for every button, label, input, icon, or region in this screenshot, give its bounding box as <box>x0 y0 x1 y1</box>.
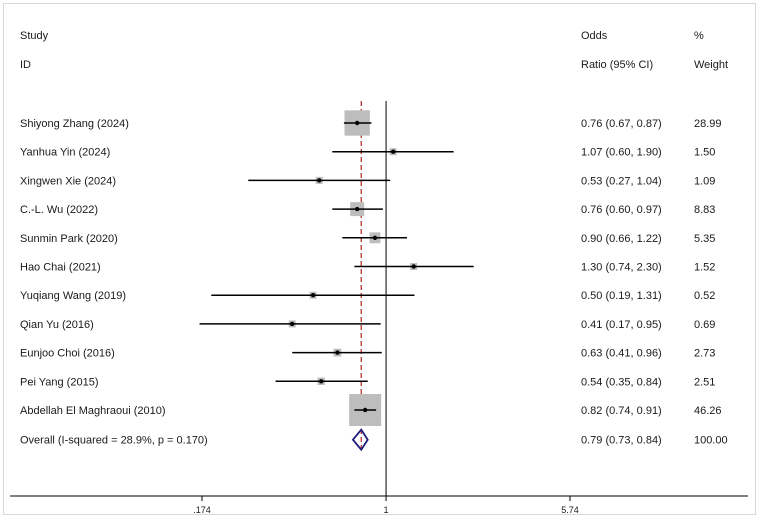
study-weight-text: 46.26 <box>694 405 722 417</box>
study-point <box>411 264 416 269</box>
study-ci-text: 1.30 (0.74, 2.30) <box>581 262 662 274</box>
study-point <box>354 206 360 212</box>
x-axis-tick-label: 5.74 <box>561 505 579 514</box>
study-point <box>354 120 360 126</box>
study-weight-text: 1.50 <box>694 147 715 159</box>
study-label: C.-L. Wu (2022) <box>20 204 98 216</box>
study-ci-text: 0.53 (0.27, 1.04) <box>581 175 662 187</box>
study-point <box>290 321 295 327</box>
overall-ci-text: 0.79 (0.73, 0.84) <box>581 435 662 447</box>
study-weight-text: 28.99 <box>694 118 722 130</box>
x-axis-tick-label: 1 <box>384 505 389 514</box>
study-point <box>317 178 322 183</box>
chart-frame: Study ID Odds Ratio (95% CI) % Weight Sh… <box>3 3 756 515</box>
x-axis-tick-label: .174 <box>193 505 211 514</box>
study-point <box>390 149 396 154</box>
study-ci-text: 1.07 (0.60, 1.90) <box>581 147 662 159</box>
study-label: Abdellah El Maghraoui (2010) <box>20 405 166 417</box>
study-point <box>335 350 340 355</box>
study-ci-text: 0.76 (0.60, 0.97) <box>581 204 662 216</box>
study-label: Yuqiang Wang (2019) <box>20 290 126 302</box>
study-ci-text: 0.82 (0.74, 0.91) <box>581 405 662 417</box>
header-id: ID <box>20 59 31 71</box>
study-label: Hao Chai (2021) <box>20 262 101 274</box>
study-label: Xingwen Xie (2024) <box>20 175 116 187</box>
study-point <box>372 235 378 240</box>
study-weight-text: 1.52 <box>694 262 715 274</box>
overall-weight-text: 100.00 <box>694 435 728 447</box>
study-weight-text: 2.51 <box>694 376 715 388</box>
forest-plot: Study ID Odds Ratio (95% CI) % Weight Sh… <box>10 30 748 514</box>
header-percent: % <box>694 30 704 42</box>
header-study: Study <box>20 30 49 42</box>
study-ci-text: 0.76 (0.67, 0.87) <box>581 118 662 130</box>
header-odds: Odds <box>581 30 608 42</box>
study-label: Eunjoo Choi (2016) <box>20 348 115 360</box>
overall-diamond <box>351 428 369 452</box>
study-weight-text: 0.52 <box>694 290 715 302</box>
study-weight-text: 0.69 <box>694 319 715 331</box>
study-ci-text: 0.54 (0.35, 0.84) <box>581 376 662 388</box>
header-ratio-ci: Ratio (95% CI) <box>581 59 653 71</box>
study-label: Pei Yang (2015) <box>20 376 98 388</box>
study-label: Qian Yu (2016) <box>20 319 94 331</box>
study-weight-text: 2.73 <box>694 348 715 360</box>
study-ci-text: 0.90 (0.66, 1.22) <box>581 233 662 245</box>
study-ci-text: 0.41 (0.17, 0.95) <box>581 319 662 331</box>
header-weight: Weight <box>694 59 728 71</box>
study-label: Shiyong Zhang (2024) <box>20 118 129 130</box>
study-point <box>319 379 324 384</box>
study-weight-text: 1.09 <box>694 175 715 187</box>
study-ci-text: 0.63 (0.41, 0.96) <box>581 348 662 360</box>
study-weight-text: 8.83 <box>694 204 715 216</box>
overall-label: Overall (I-squared = 28.9%, p = 0.170) <box>20 435 208 447</box>
study-ci-text: 0.50 (0.19, 1.31) <box>581 290 662 302</box>
study-label: Yanhua Yin (2024) <box>20 147 110 159</box>
study-weight-text: 5.35 <box>694 233 715 245</box>
study-point <box>362 407 368 413</box>
study-point <box>310 293 316 298</box>
study-label: Sunmin Park (2020) <box>20 233 118 245</box>
